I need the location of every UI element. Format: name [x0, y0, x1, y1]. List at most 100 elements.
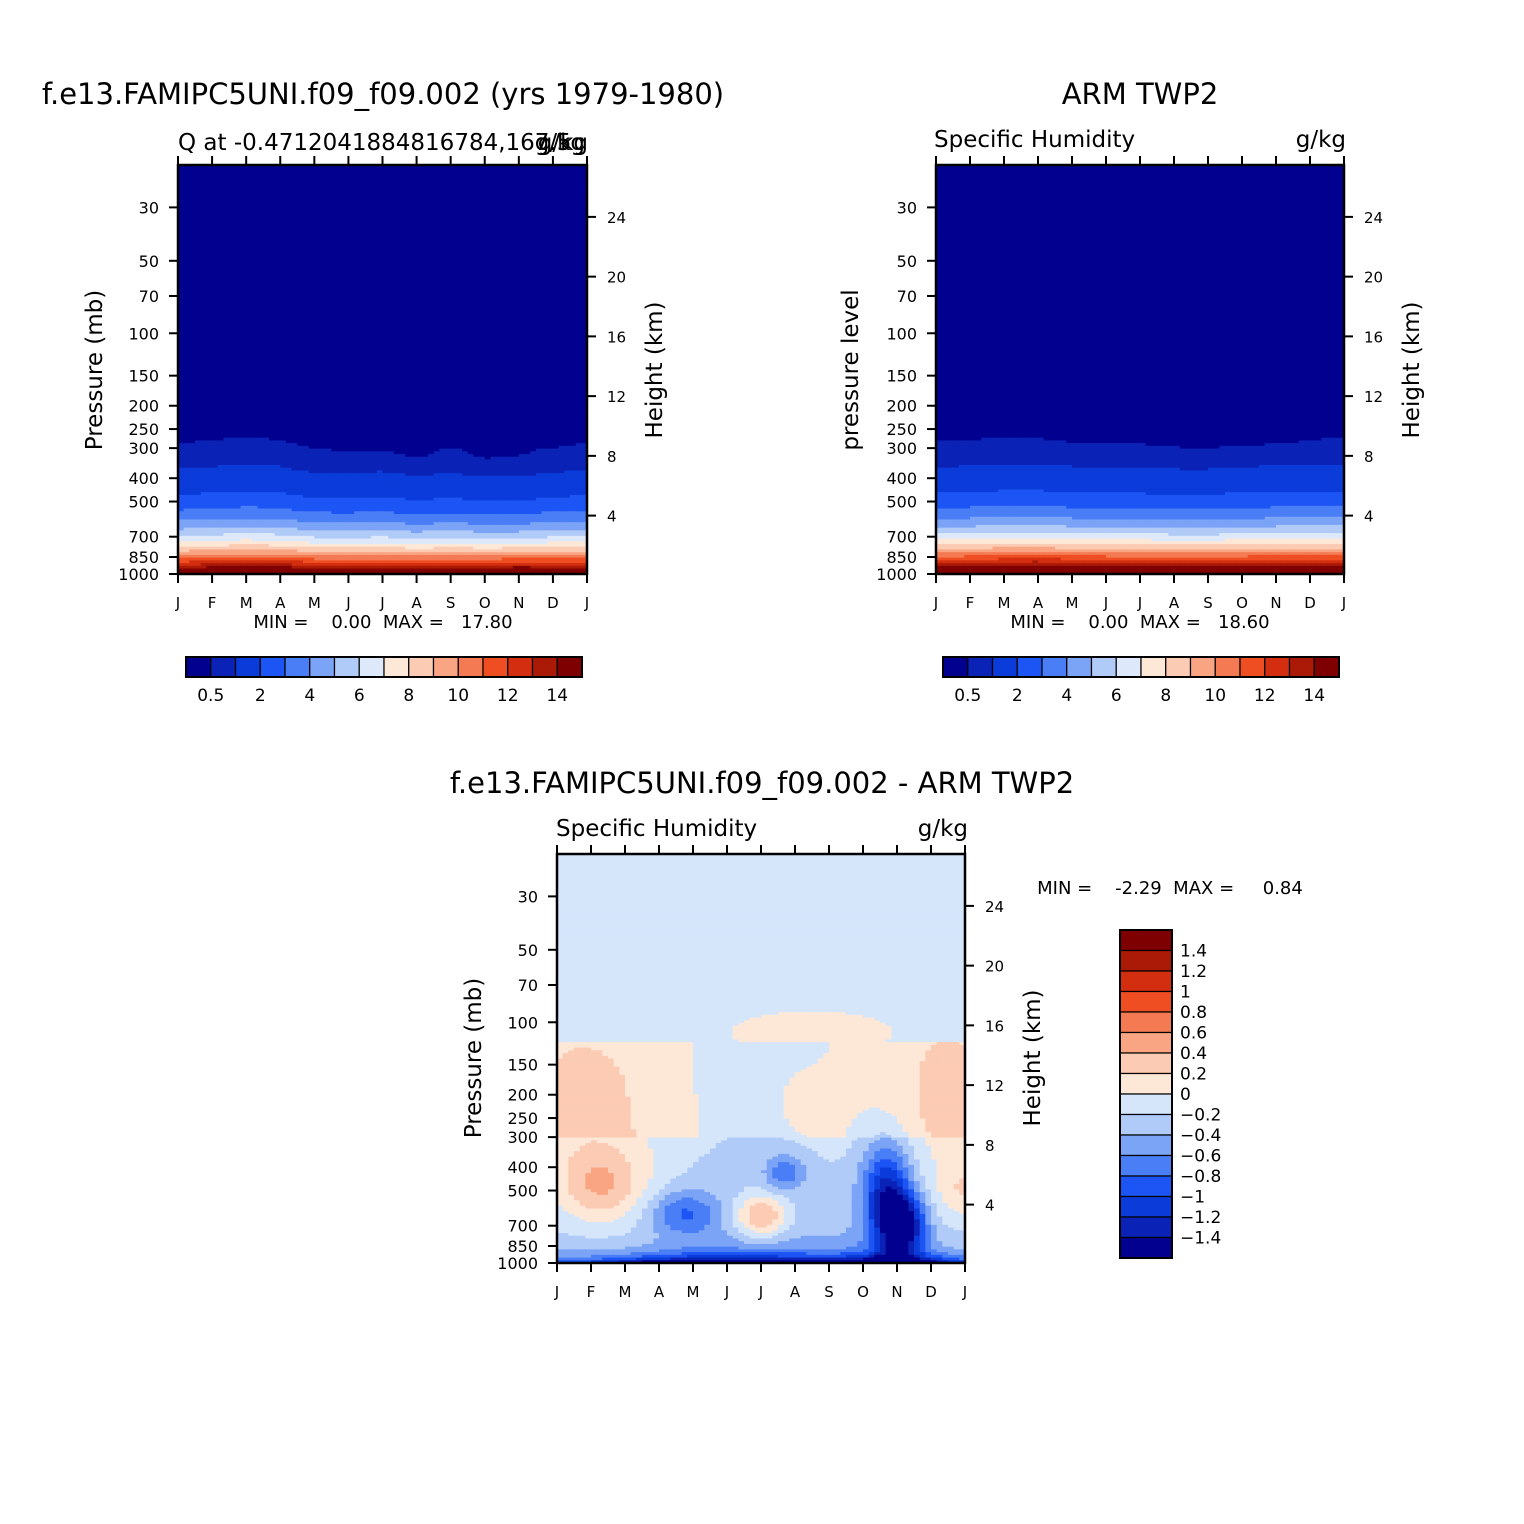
contour-cell [240, 214, 247, 218]
contour-cell [501, 230, 509, 234]
contour-cell [541, 222, 548, 226]
contour-cell [342, 271, 350, 275]
contour-cell [399, 222, 406, 226]
contour-cell [467, 189, 474, 193]
contour-cell [371, 181, 378, 185]
contour-cell [382, 238, 389, 242]
contour-cell [178, 219, 185, 223]
contour-cell [257, 230, 264, 234]
contour-cell [325, 224, 332, 229]
contour-cell [229, 167, 236, 172]
contour-cell [291, 189, 298, 193]
contour-cell [274, 170, 281, 174]
contour-cell [462, 208, 469, 212]
contour-cell [325, 203, 332, 207]
contour-cell [314, 230, 321, 234]
contour-cell [189, 254, 196, 259]
contour-cell [189, 173, 196, 177]
contour-cell [444, 263, 452, 267]
contour-cell [240, 227, 247, 232]
contour-cell [325, 200, 332, 204]
contour-cell [422, 216, 429, 221]
contour-cell [212, 227, 219, 232]
contour-cell [405, 224, 412, 229]
contour-cell [371, 175, 378, 180]
contour-cell [410, 170, 418, 174]
contour-cell [518, 197, 526, 202]
contour-cell [195, 208, 202, 212]
contour-cell [467, 227, 474, 232]
contour-cell [297, 241, 304, 245]
contour-cell [325, 233, 332, 237]
contour-cell [490, 184, 497, 188]
contour-cell [206, 208, 213, 212]
contour-cell [320, 271, 327, 275]
contour-cell [575, 249, 582, 253]
contour-cell [234, 246, 242, 251]
contour-cell [325, 238, 332, 242]
contour-cell [308, 214, 315, 218]
contour-cell [291, 230, 298, 234]
contour-cell [569, 235, 577, 240]
contour-cell [337, 238, 344, 242]
contour-cell [285, 181, 293, 185]
contour-cell [382, 244, 389, 248]
contour-cell [467, 175, 474, 180]
contour-cell [530, 203, 537, 207]
contour-cell [285, 197, 293, 202]
contour-cell [444, 227, 452, 232]
contour-cell [462, 170, 469, 174]
contour-cell [308, 249, 315, 253]
contour-cell [251, 173, 259, 177]
contour-cell [524, 194, 531, 199]
contour-cell [200, 181, 207, 185]
contour-cell [217, 254, 225, 259]
contour-cell [450, 268, 457, 272]
contour-cell [564, 230, 571, 234]
contour-cell [564, 216, 571, 221]
contour-cell [496, 265, 503, 270]
contour-cell [291, 222, 298, 226]
contour-cell [535, 214, 543, 218]
contour-cell [280, 271, 287, 275]
contour-cell [308, 175, 315, 180]
contour-cell [234, 230, 242, 234]
contour-cell [348, 197, 355, 202]
contour-cell [212, 216, 219, 221]
contour-cell [450, 222, 457, 226]
contour-cell [195, 165, 202, 169]
contour-cell [439, 192, 446, 196]
contour-cell [581, 233, 588, 237]
contour-cell [297, 181, 304, 185]
contour-cell [422, 194, 429, 199]
contour-cell [462, 252, 469, 256]
contour-cell [462, 181, 469, 185]
contour-cell [263, 167, 270, 172]
contour-cell [331, 246, 338, 251]
contour-cell [479, 254, 486, 259]
contour-cell [354, 254, 361, 259]
contour-cell [558, 227, 565, 232]
contour-cell [501, 246, 509, 251]
contour-cell [462, 263, 469, 267]
contour-cell [456, 186, 463, 191]
contour-cell [405, 170, 412, 174]
contour-cell [524, 222, 531, 226]
contour-cell [405, 205, 412, 210]
contour-cell [354, 249, 361, 253]
contour-cell [189, 257, 196, 262]
contour-cell [234, 165, 242, 169]
contour-cell [467, 260, 474, 264]
contour-cell [399, 167, 406, 172]
contour-cell [501, 238, 509, 242]
contour-cell [439, 216, 446, 221]
contour-cell [263, 219, 270, 223]
contour-cell [274, 235, 281, 240]
contour-cell [547, 238, 554, 242]
contour-cell [399, 219, 406, 223]
contour-cell [513, 167, 520, 172]
contour-cell [484, 208, 492, 212]
contour-cell [223, 192, 230, 196]
contour-cell [456, 238, 463, 242]
contour-cell [433, 271, 440, 275]
